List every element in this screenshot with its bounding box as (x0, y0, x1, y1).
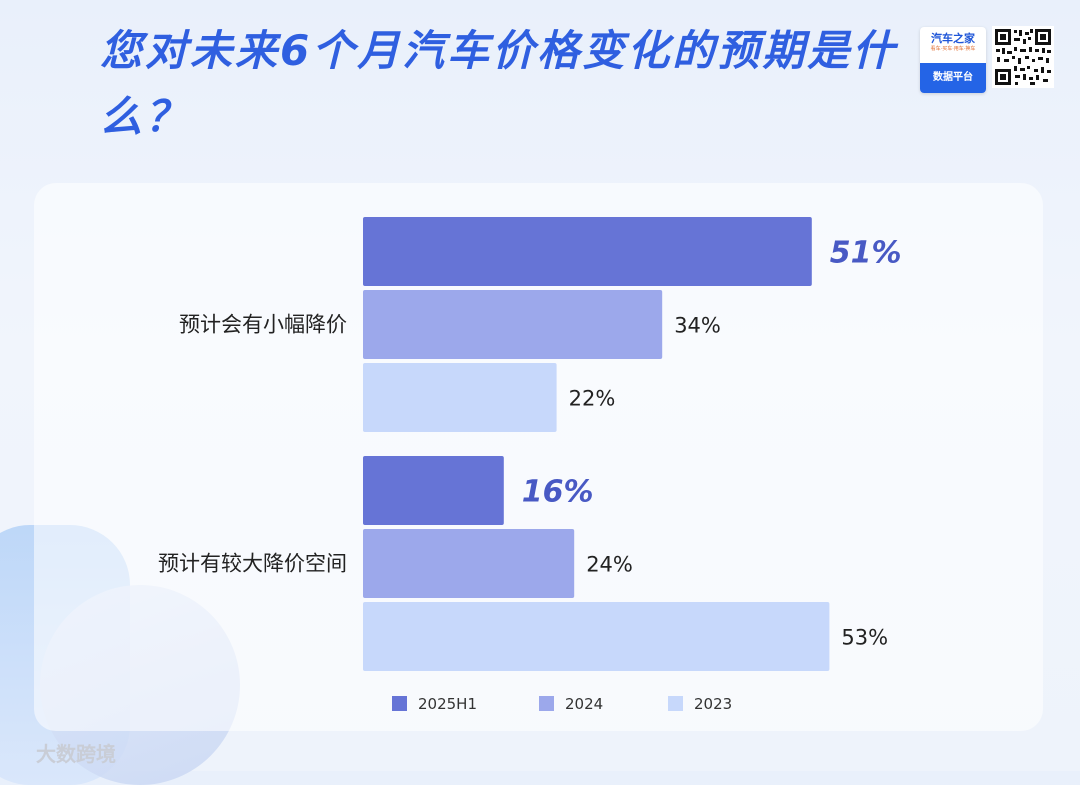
legend-swatch (392, 696, 407, 711)
legend-label: 2023 (694, 695, 732, 713)
brand-name: 汽车之家 (931, 32, 975, 45)
data-label: 16% (522, 475, 594, 510)
legend-label: 2025H1 (418, 695, 477, 713)
bar-2024 (363, 529, 575, 598)
bar-2025h1 (363, 217, 812, 286)
bar-2023 (363, 363, 557, 432)
legend-swatch (539, 696, 554, 711)
data-label: 24% (586, 553, 633, 577)
watermark: 大数跨境 (36, 742, 116, 766)
data-label: 34% (674, 314, 721, 338)
data-label: 53% (841, 626, 888, 650)
data-label: 22% (569, 387, 616, 411)
page-title: 您对未来6个月汽车价格变化的预期是什么？ (100, 26, 898, 141)
legend-swatch (668, 696, 683, 711)
qr-code-icon (992, 26, 1054, 88)
brand-platform: 数据平台 (920, 63, 986, 93)
category-label: 预计有较大降价空间 (158, 552, 347, 576)
bar-2025h1 (363, 456, 504, 525)
bar-2023 (363, 602, 830, 671)
bar-2024 (363, 290, 663, 359)
bar-chart: 预计会有小幅降价 51% 34% 22% 预计有较大降价空间 16% 24% 53% 2025H… (158, 217, 902, 713)
data-label: 51% (830, 236, 902, 271)
brand-tagline: 看车·买车·用车·换车 (930, 46, 976, 52)
brand-logo: 汽车之家 看车·买车·用车·换车 数据平台 (920, 27, 986, 93)
category-label: 预计会有小幅降价 (179, 313, 347, 337)
chart-card: 预计会有小幅降价 51% 34% 22% 预计有较大降价空间 16% 24% 53% 2025H… (34, 183, 1043, 731)
legend-label: 2024 (565, 695, 603, 713)
